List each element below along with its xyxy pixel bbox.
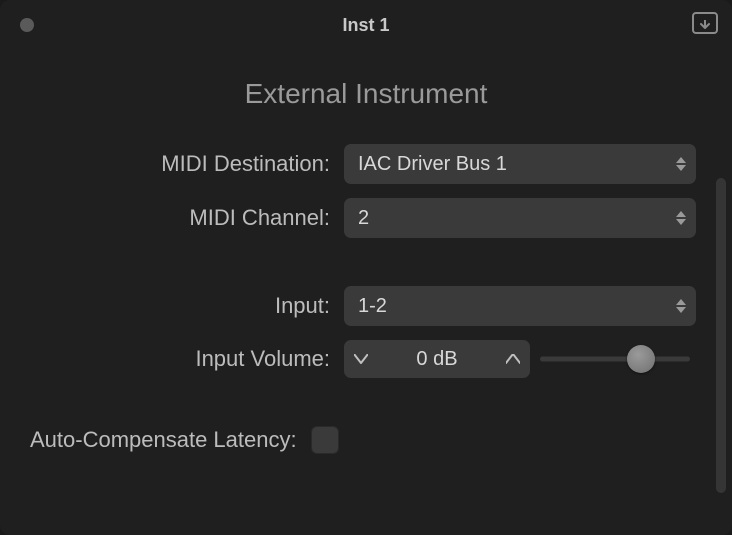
stepper-input-volume[interactable]: 0 dB: [344, 340, 530, 378]
stepper-input-volume-value: 0 dB: [416, 348, 457, 371]
scrollbar[interactable]: [716, 178, 726, 493]
collapse-icon: [692, 12, 718, 34]
updown-icon: [676, 299, 686, 313]
updown-icon: [676, 157, 686, 171]
external-instrument-window: Inst 1 External Instrument MIDI Destinat…: [0, 0, 732, 535]
row-midi-channel: MIDI Channel: 2: [30, 198, 702, 238]
select-input-value: 1-2: [358, 295, 387, 318]
slider-input-volume[interactable]: [540, 344, 690, 374]
select-midi-channel-value: 2: [358, 207, 369, 230]
slider-thumb[interactable]: [627, 345, 655, 373]
stepper-decrement-icon[interactable]: [354, 354, 368, 364]
stepper-increment-icon[interactable]: [506, 354, 520, 364]
close-dot[interactable]: [20, 18, 34, 32]
row-input: Input: 1-2: [30, 286, 702, 326]
label-input: Input:: [30, 293, 330, 319]
label-midi-channel: MIDI Channel:: [30, 205, 330, 231]
select-midi-destination-value: IAC Driver Bus 1: [358, 153, 507, 176]
panel-heading: External Instrument: [30, 78, 702, 110]
select-midi-channel[interactable]: 2: [344, 198, 696, 238]
updown-icon: [676, 211, 686, 225]
select-midi-destination[interactable]: IAC Driver Bus 1: [344, 144, 696, 184]
label-input-volume: Input Volume:: [30, 346, 330, 372]
titlebar: Inst 1: [0, 0, 732, 50]
select-input[interactable]: 1-2: [344, 286, 696, 326]
label-auto-latency: Auto-Compensate Latency:: [30, 427, 297, 453]
collapse-button[interactable]: [692, 12, 718, 34]
row-midi-destination: MIDI Destination: IAC Driver Bus 1: [30, 144, 702, 184]
window-title: Inst 1: [0, 15, 732, 36]
slider-track: [540, 357, 690, 362]
row-auto-latency: Auto-Compensate Latency:: [30, 426, 702, 454]
checkbox-auto-latency[interactable]: [311, 426, 339, 454]
row-input-volume: Input Volume: 0 dB: [30, 340, 702, 378]
label-midi-destination: MIDI Destination:: [30, 151, 330, 177]
panel-body: External Instrument MIDI Destination: IA…: [0, 50, 732, 535]
